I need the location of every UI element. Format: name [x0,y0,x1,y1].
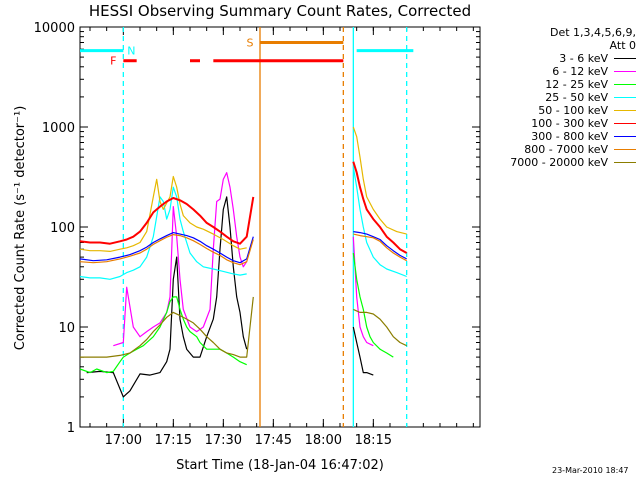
legend-label: 100 - 300 keV [531,117,608,130]
series-line [352,326,374,376]
legend-entry: 25 - 50 keV [482,91,636,104]
y-tick-label: 10 [58,321,75,336]
legend-entry: 6 - 12 keV [482,65,636,78]
series-line [80,296,254,358]
series-line [353,308,407,347]
legend-swatch [614,71,636,72]
state-bar-label: F [110,55,116,68]
y-tick-label: 100 [50,221,75,236]
legend-label: 12 - 25 keV [545,78,608,91]
legend-swatch [614,110,636,111]
series-line [86,196,248,398]
legend-swatch [614,162,636,163]
legend-swatch [614,58,636,59]
legend-entry: 12 - 25 keV [482,78,636,91]
series-line [79,234,254,266]
x-tick-label: 17:45 [255,433,292,448]
x-tick-label: 18:00 [305,433,342,448]
series-line [352,161,408,254]
y-tick-label: 1000 [42,121,75,136]
series-line [352,252,394,358]
legend-entry: 50 - 100 keV [482,104,636,117]
y-tick-label: 1 [67,421,75,436]
legend-label: 300 - 800 keV [531,130,608,143]
legend-swatch [614,149,636,150]
legend-label: 7000 - 20000 keV [510,156,608,169]
x-tick-label: 18:15 [355,433,392,448]
x-tick-label: 17:30 [205,433,242,448]
x-axis-label: Start Time (18-Jan-04 16:47:02) [176,458,384,473]
series-line [79,232,254,264]
legend-label: 3 - 6 keV [559,52,608,65]
legend-label: 6 - 12 keV [552,65,608,78]
chart-title: HESSI Observing Summary Count Rates, Cor… [89,2,471,20]
legend-label: 800 - 7000 keV [524,143,608,156]
series-line [79,186,247,280]
x-tick-label: 17:00 [105,433,142,448]
state-bar-label: S [247,36,254,49]
legend-entry: 800 - 7000 keV [482,143,636,156]
series-line [353,231,407,260]
timestamp: 23-Mar-2010 18:47 [552,466,629,475]
series-line [352,126,407,235]
plot-frame [79,26,481,428]
series-line [79,296,247,374]
legend-swatch [614,123,636,124]
series-line [352,236,374,347]
legend: Det 1,3,4,5,6,9, Att 0 3 - 6 keV 6 - 12 k… [482,26,636,169]
legend-swatch [614,97,636,98]
series-line [352,166,407,278]
legend-swatch [614,136,636,137]
y-axis-label: Corrected Count Rate (s⁻¹ detector⁻¹) [13,106,28,351]
legend-entry: 7000 - 20000 keV [482,156,636,169]
y-tick-label: 10000 [34,21,75,36]
legend-label: 25 - 50 keV [545,91,608,104]
state-bar-label: N [127,45,135,58]
legend-header-line-2: Att 0 [609,39,636,52]
legend-label: 50 - 100 keV [538,104,608,117]
legend-entry: 100 - 300 keV [482,117,636,130]
x-tick-label: 17:15 [155,433,192,448]
legend-entry: 300 - 800 keV [482,130,636,143]
series-line [79,196,255,245]
series-line [113,172,248,347]
series-line [79,175,247,252]
legend-entry: 3 - 6 keV [482,52,636,65]
legend-swatch [614,84,636,85]
legend-header-line-1: Det 1,3,4,5,6,9, [549,26,636,39]
series-line [353,233,407,262]
